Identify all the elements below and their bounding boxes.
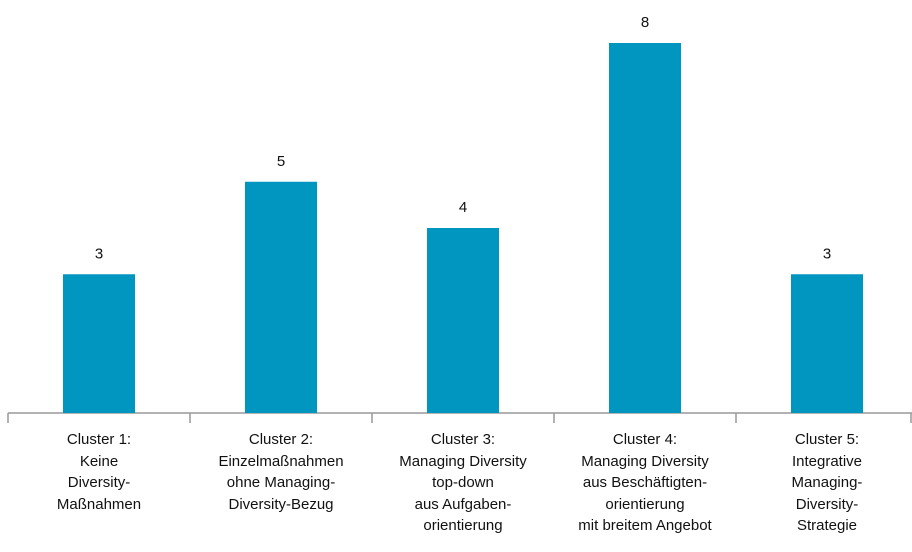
- data-label: 8: [641, 14, 649, 31]
- data-label: 4: [459, 199, 467, 216]
- x-tick-label: Cluster 5: Integrative Managing- Diversi…: [791, 431, 863, 534]
- x-tick-label: Cluster 3: Managing Diversity top-down a…: [399, 431, 527, 534]
- bar: [791, 274, 863, 413]
- bar: [63, 274, 135, 413]
- x-tick-label: Cluster 1: Keine Diversity- Maßnahmen: [56, 431, 142, 513]
- x-tick-label: Cluster 4: Managing Diversity aus Beschä…: [578, 431, 712, 534]
- bar: [427, 228, 499, 413]
- data-label: 5: [277, 153, 285, 170]
- data-label: 3: [95, 245, 103, 262]
- x-tick-label: Cluster 2: Einzelmaßnahmen ohne Managing…: [218, 431, 344, 513]
- data-label: 3: [823, 245, 831, 262]
- bar: [245, 181, 317, 413]
- bar: [609, 43, 681, 413]
